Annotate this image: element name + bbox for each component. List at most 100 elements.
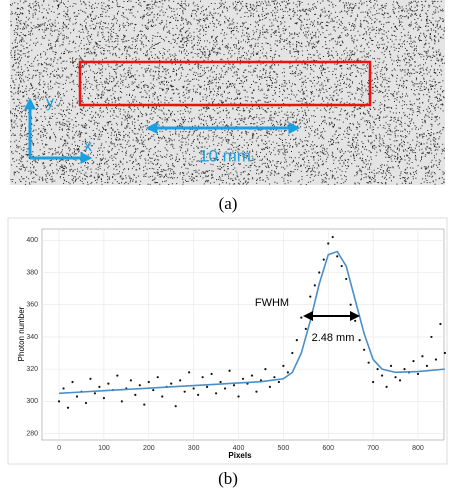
point (380, 374, 384, 377)
point (138, 384, 141, 387)
annotation: FWHM (255, 297, 289, 309)
point (75, 395, 79, 398)
point (385, 385, 388, 388)
point (439, 322, 442, 326)
speckle (10, 0, 445, 185)
plot-area (41, 228, 445, 441)
point (354, 319, 357, 322)
point (291, 351, 294, 355)
y-tick-label: 300 (26, 398, 38, 405)
point (345, 277, 348, 281)
point (277, 380, 280, 384)
x-tick-label: 0 (57, 445, 61, 452)
point (84, 401, 88, 405)
point (134, 393, 137, 397)
point (228, 369, 231, 372)
point (214, 392, 218, 395)
point (232, 384, 236, 387)
point (367, 361, 370, 364)
point (295, 339, 298, 342)
point (143, 403, 146, 406)
point (116, 374, 119, 377)
x-tick-label: 400 (233, 445, 245, 452)
point (425, 364, 429, 368)
roi-box (78, 60, 372, 107)
point (403, 368, 406, 371)
point (129, 379, 132, 382)
point (57, 400, 61, 403)
point (412, 359, 415, 363)
y-label: Photon number (17, 306, 26, 361)
point (318, 271, 321, 274)
point (188, 371, 191, 374)
plot: 280 300 320 340 360 380 400 0 100 200 300 400 500 600… (26, 228, 446, 452)
point (443, 351, 446, 355)
caption: (b) (218, 469, 238, 488)
x-tick-label: 800 (412, 445, 424, 452)
point (223, 387, 227, 390)
y-tick-label: 280 (26, 430, 38, 437)
point (250, 374, 254, 377)
point (273, 376, 276, 379)
point (331, 235, 334, 239)
point (376, 368, 379, 371)
y-tick-label: 340 (26, 334, 38, 341)
point (89, 377, 92, 380)
annotation-value: 2.48 mm (312, 332, 355, 344)
y-tick-label: 380 (26, 269, 38, 276)
point (98, 385, 101, 388)
y-tick-label: 360 (26, 302, 38, 309)
x-axis-label: x (84, 138, 92, 155)
point (372, 380, 375, 384)
point (336, 255, 339, 258)
caption: (a) (219, 194, 238, 213)
point (170, 382, 173, 385)
point (389, 364, 393, 368)
y-tick-label: 400 (26, 237, 38, 244)
x-tick-label: 500 (278, 445, 290, 452)
point (147, 380, 150, 384)
point (282, 364, 285, 368)
point (327, 242, 330, 245)
point (241, 377, 245, 380)
point (237, 395, 240, 398)
point (156, 376, 159, 379)
point (286, 371, 289, 374)
point (309, 295, 312, 298)
fit-line (59, 250, 445, 395)
point (416, 372, 420, 376)
point (102, 397, 106, 400)
x-label: Pixels (228, 451, 252, 460)
y-axis-label: y (46, 94, 54, 111)
point (120, 400, 123, 403)
x-tick-label: 300 (188, 445, 200, 452)
x-tick-label: 100 (98, 445, 110, 452)
x-tick-label: 700 (367, 445, 379, 452)
point (268, 385, 272, 388)
point (264, 368, 267, 371)
point (300, 316, 303, 319)
point (183, 390, 186, 393)
point (349, 303, 352, 306)
point (322, 258, 325, 261)
point (174, 405, 177, 408)
x-tick-label: 600 (322, 445, 334, 452)
point (201, 376, 204, 379)
point (210, 372, 213, 376)
point (340, 264, 343, 268)
point (192, 387, 195, 390)
point (394, 376, 397, 379)
point (304, 327, 307, 330)
point (152, 388, 155, 392)
point (66, 406, 70, 409)
point (421, 355, 424, 358)
point (358, 339, 361, 342)
point (313, 284, 316, 287)
point (93, 392, 97, 395)
y-tick-label: 320 (26, 366, 38, 373)
point (398, 379, 402, 382)
point (71, 380, 74, 384)
point (179, 379, 182, 382)
